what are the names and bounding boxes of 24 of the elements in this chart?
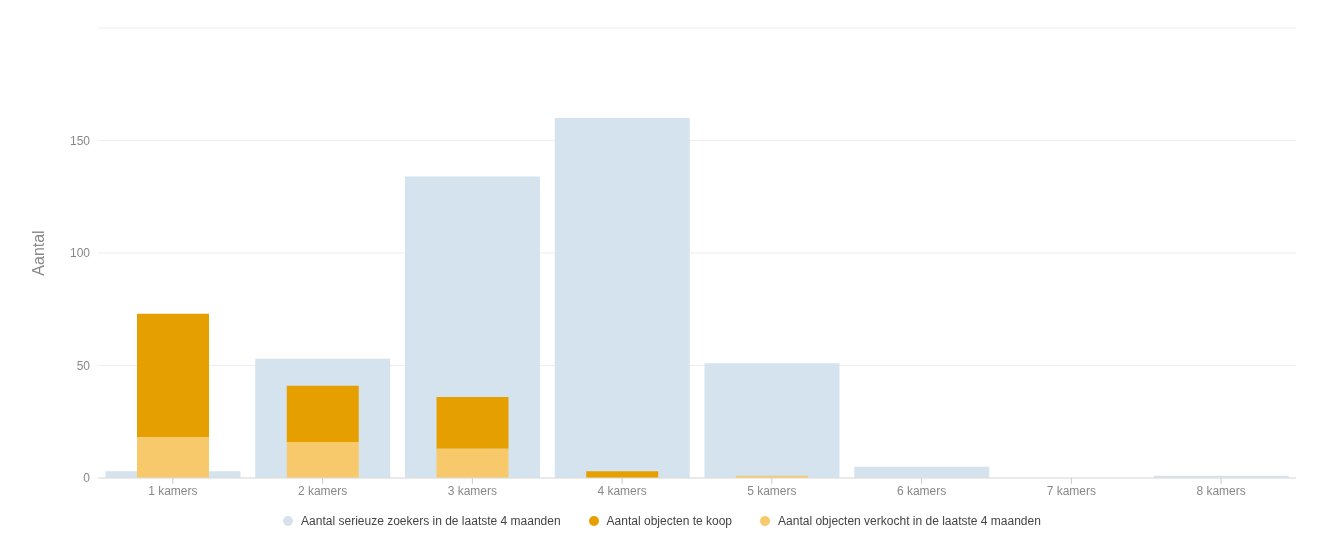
x-tick-label: 4 kamers [597,483,647,498]
bar [286,442,359,478]
bar [137,437,209,478]
y-tick-label: 50 [76,358,91,373]
bar [436,397,509,449]
y-tick-label: 100 [69,246,91,261]
x-tick-label: 5 kamers [747,483,797,498]
x-tick-label: 8 kamers [1196,483,1246,498]
legend-label: Aantal objecten te koop [606,514,733,528]
x-tick-label: 2 kamers [297,483,348,498]
legend-label: Aantal objecten verkocht in de laatste 4 maanden [778,514,1041,528]
y-tick-label: 150 [69,133,91,148]
x-tick-label: 6 kamers [896,483,947,498]
y-axis-title: Aantal [29,230,47,276]
bar [704,363,840,478]
x-tick-label: 3 kamers [447,483,498,498]
bar [137,313,209,438]
bar [436,448,509,478]
x-tick-label: 1 kamers [148,483,198,498]
y-tick-label: 0 [83,471,91,486]
legend-label: Aantal serieuze zoekers in de laatste 4 maanden [301,514,561,528]
bar [286,385,359,442]
bar [554,118,690,478]
x-tick-label: 7 kamers [1046,483,1097,498]
